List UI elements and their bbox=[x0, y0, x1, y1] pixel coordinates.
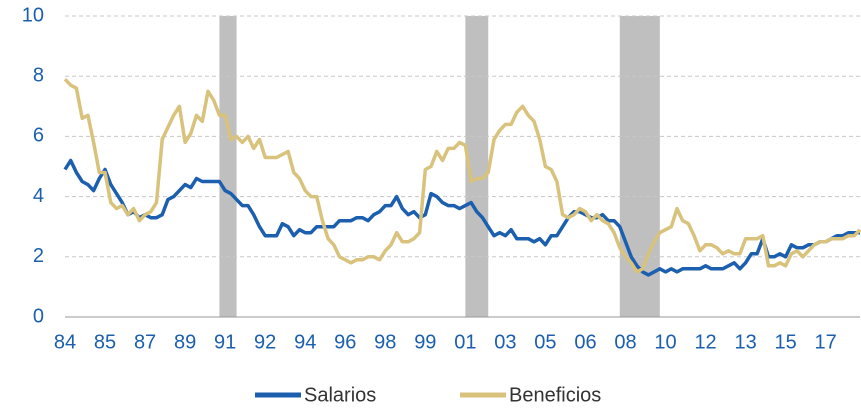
x-tick-label: 06 bbox=[574, 331, 596, 353]
x-tick-label: 84 bbox=[54, 331, 76, 353]
x-tick-label: 85 bbox=[94, 331, 116, 353]
x-tick-label: 01 bbox=[454, 331, 476, 353]
recession-band bbox=[219, 16, 237, 317]
x-tick-label: 03 bbox=[494, 331, 516, 353]
legend-label: Salarios bbox=[304, 384, 376, 406]
x-tick-label: 91 bbox=[214, 331, 236, 353]
x-tick-label: 94 bbox=[294, 331, 316, 353]
x-tick-label: 96 bbox=[334, 331, 356, 353]
y-tick-label: 0 bbox=[33, 305, 44, 327]
y-tick-label: 10 bbox=[22, 4, 44, 26]
recession-band bbox=[465, 16, 489, 317]
x-tick-label: 15 bbox=[775, 331, 797, 353]
y-tick-label: 6 bbox=[33, 125, 44, 147]
y-tick-label: 2 bbox=[33, 245, 44, 267]
x-tick-label: 12 bbox=[694, 331, 716, 353]
y-tick-label: 8 bbox=[33, 64, 44, 86]
series-line bbox=[63, 158, 860, 277]
y-tick-label: 4 bbox=[33, 185, 44, 207]
legend-label: Beneficios bbox=[509, 384, 601, 406]
x-tick-label: 17 bbox=[815, 331, 837, 353]
x-tick-label: 13 bbox=[734, 331, 756, 353]
x-tick-label: 98 bbox=[374, 331, 396, 353]
x-tick-label: 99 bbox=[414, 331, 436, 353]
x-tick-label: 05 bbox=[534, 331, 556, 353]
x-tick-label: 87 bbox=[134, 331, 156, 353]
series-line bbox=[63, 77, 861, 274]
x-tick-label: 89 bbox=[174, 331, 196, 353]
x-tick-label: 92 bbox=[254, 331, 276, 353]
x-tick-label: 08 bbox=[614, 331, 636, 353]
x-tick-label: 10 bbox=[654, 331, 676, 353]
